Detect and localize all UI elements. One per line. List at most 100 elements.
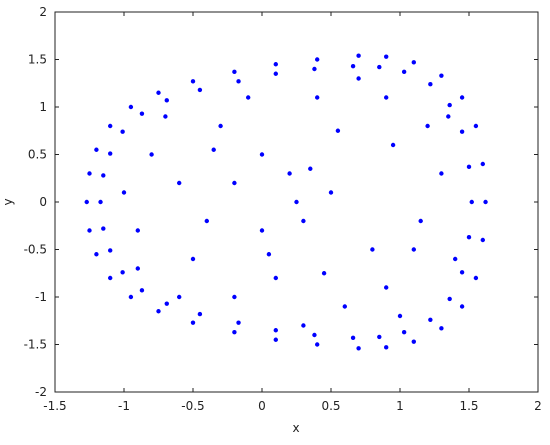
point: [273, 62, 278, 67]
point: [446, 114, 451, 119]
point: [108, 275, 113, 281]
point: [356, 53, 361, 58]
point: [273, 275, 278, 281]
point: [108, 123, 113, 129]
point: [128, 294, 134, 300]
point: [190, 256, 196, 262]
point: [259, 152, 265, 157]
point: [149, 152, 154, 157]
point: [459, 129, 465, 134]
point: [384, 285, 389, 290]
x-tick-label: -0.5: [181, 399, 204, 413]
point: [401, 329, 407, 335]
point: [197, 87, 203, 93]
point: [377, 64, 382, 70]
point: [236, 79, 241, 84]
point: [459, 270, 465, 275]
point: [459, 95, 465, 100]
y-tick-label: 0.5: [28, 148, 47, 162]
point: [177, 180, 182, 186]
y-tick-label: 0: [39, 195, 47, 209]
point: [287, 171, 292, 176]
y-tick-label: 1: [39, 100, 47, 114]
point: [246, 95, 251, 100]
point: [469, 199, 474, 205]
point: [335, 128, 341, 133]
point: [236, 320, 241, 325]
point: [232, 69, 237, 75]
point: [218, 123, 223, 129]
point: [204, 218, 209, 224]
point: [259, 228, 265, 233]
y-tick-label: 1.5: [28, 53, 47, 67]
point: [98, 199, 103, 205]
x-axis-label: x: [292, 421, 299, 435]
point: [101, 173, 106, 178]
point: [480, 161, 485, 167]
x-tick-label: 2: [534, 399, 542, 413]
point: [439, 326, 444, 331]
x-tick-label: 0: [258, 399, 266, 413]
point: [301, 323, 306, 328]
point: [312, 332, 317, 338]
point: [94, 147, 99, 152]
point: [466, 234, 472, 240]
x-tick-label: -1: [118, 399, 130, 413]
point: [273, 337, 278, 342]
point: [315, 57, 320, 62]
point: [101, 226, 106, 231]
point: [315, 342, 320, 347]
point: [439, 171, 444, 176]
point: [84, 199, 89, 205]
point: [197, 311, 203, 317]
y-tick-label: -2: [35, 385, 47, 399]
point: [356, 76, 361, 81]
point: [232, 180, 237, 186]
point: [120, 129, 125, 134]
point: [350, 335, 356, 341]
point: [190, 79, 196, 84]
point: [87, 171, 92, 176]
point: [411, 60, 416, 65]
point: [121, 190, 127, 195]
point: [177, 294, 182, 300]
point: [473, 123, 479, 129]
point: [439, 73, 444, 78]
point: [94, 252, 99, 257]
point: [164, 301, 169, 306]
point: [190, 320, 196, 325]
point: [135, 266, 140, 271]
point: [370, 247, 375, 252]
point: [321, 271, 327, 276]
point: [480, 237, 485, 243]
point: [232, 329, 237, 335]
point: [356, 346, 361, 351]
point: [308, 166, 313, 171]
point: [390, 142, 396, 148]
point: [108, 248, 113, 253]
y-tick-label: 2: [39, 5, 47, 19]
point: [294, 199, 299, 205]
point: [301, 218, 306, 224]
x-tick-label: 1: [396, 399, 404, 413]
point: [312, 66, 317, 72]
y-tick-label: -1: [35, 290, 47, 304]
point: [163, 114, 168, 119]
point: [139, 111, 145, 116]
point: [401, 69, 407, 75]
point: [87, 228, 92, 233]
point: [232, 294, 237, 300]
point: [211, 147, 216, 152]
point: [108, 151, 113, 156]
point: [135, 228, 140, 233]
point: [350, 63, 356, 69]
point: [156, 309, 161, 314]
point: [473, 275, 479, 281]
point: [328, 190, 334, 195]
point: [377, 334, 382, 340]
point: [459, 304, 465, 309]
point: [156, 90, 161, 95]
point: [483, 199, 488, 205]
point: [342, 304, 347, 309]
